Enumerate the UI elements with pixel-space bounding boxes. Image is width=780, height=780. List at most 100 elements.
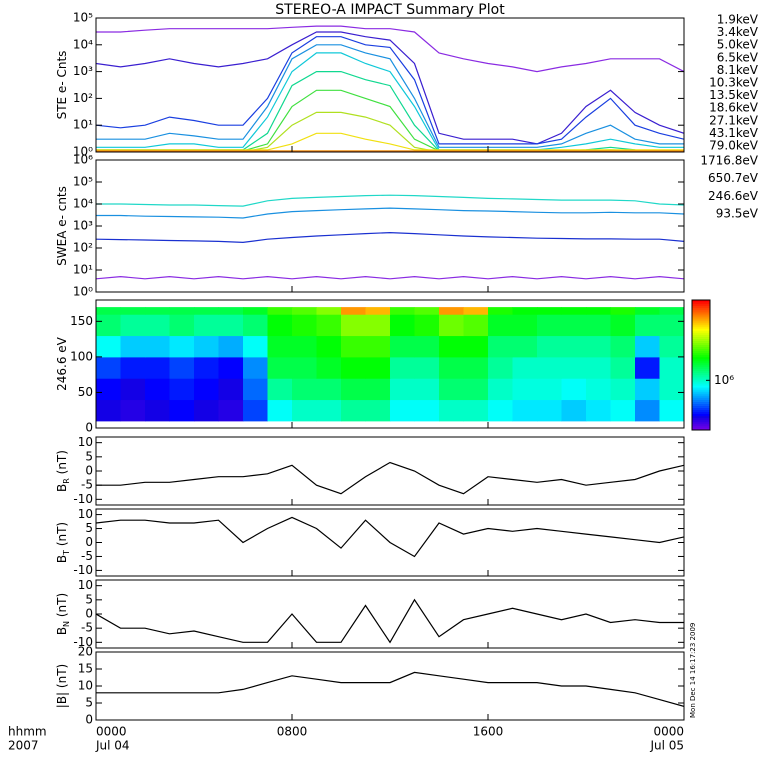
heat-cell [194,314,219,337]
heat-cell [365,314,391,337]
colorbar-step [692,399,710,402]
y-tick-label: 5 [85,449,93,463]
colorbar-step [692,320,710,323]
heat-cell [463,307,489,315]
heat-cell [169,314,195,337]
heat-cell [561,399,587,422]
y-tick-label: 0 [85,421,93,435]
heat-cell [537,356,562,379]
x-tick-label: 1600 [473,725,504,739]
colorbar-step [692,379,710,382]
plot-area [96,516,684,558]
colorbar-step [692,348,710,352]
y-tick-label: 10¹ [73,263,93,277]
colorbar-step [692,310,710,313]
heat-cell [145,314,170,337]
colorbar-step [692,377,710,380]
legend-entry: 8.1keV [717,63,759,77]
y-tick-label: 10 [78,679,93,693]
heat-cell [610,378,636,401]
heat-cell [218,378,244,401]
heat-cell [488,356,513,379]
series-line [96,132,684,151]
heat-cell [169,356,195,379]
heat-cell [169,307,195,315]
legend-entry: 93.5eV [716,207,759,221]
colorbar-step [692,395,710,398]
legend-entry: 18.6keV [709,101,759,115]
heat-cell [341,356,366,379]
heat-cell [120,314,146,337]
heat-cell [365,356,391,379]
y-tick-label: -5 [81,478,93,492]
heat-cell [635,356,660,379]
heat-cell [96,378,121,401]
y-tick-label: 10¹ [73,118,93,132]
heat-cell [635,378,660,401]
heat-cell [292,378,317,401]
heat-cell [561,378,587,401]
heat-cell [586,307,611,315]
x-axis-label: hhmm [8,725,47,739]
y-axis-label: BN (nT) [55,593,71,635]
colorbar-step [692,332,710,335]
year-label: 2007 [8,739,39,753]
date-label: Jul 05 [649,739,684,753]
y-tick-label: 10 [78,507,93,521]
series-line [96,207,684,219]
label-main: STE e- Cnts [55,51,69,120]
heat-cell [439,335,464,358]
y-axis-label: |B| (nT) [55,664,69,708]
series-line [96,598,684,644]
label-unit: (nT) [55,593,69,621]
colorbar-step [692,304,710,307]
heat-cell [488,307,513,315]
heat-cell [341,378,366,401]
heat-cell [218,335,244,358]
colorbar-step [692,409,710,413]
y-tick-label: 10³ [73,219,93,233]
x-tick-label: 0000 [653,725,684,739]
heat-cell [488,378,513,401]
heat-cell [635,399,660,422]
heat-cell [512,356,538,379]
heat-cell [316,356,342,379]
y-tick-label: 10⁵ [73,175,93,189]
y-tick-label: 5 [85,696,93,710]
legend-entry: 5.0keV [717,38,759,52]
colorbar-step [692,401,710,404]
colorbar-step [692,306,710,309]
label-unit: (nT) [55,450,69,478]
axes-frame [95,651,685,721]
heat-cell [169,399,195,422]
colorbar-step [692,330,710,333]
heat-cell [635,335,660,358]
y-tick-label: 10² [73,91,93,105]
y-tick-label: 10⁶ [73,153,93,167]
heat-cell [292,307,317,315]
y-tick-label: 0 [85,607,93,621]
heat-cell [390,307,415,315]
y-tick-label: 10⁵ [73,11,93,25]
heat-cell [488,399,513,422]
y-tick-label: 150 [70,314,93,328]
heat-cell [120,378,146,401]
y-tick-label: 10⁴ [73,197,93,211]
colorbar-step [692,362,710,366]
y-tick-label: -10 [73,492,93,506]
heat-cell [218,356,244,379]
y-tick-label: 15 [78,662,93,676]
heat-cell [267,399,293,422]
axes-frame [95,579,685,649]
heat-cell [561,356,587,379]
heat-cell [194,399,219,422]
y-tick-label: 10⁴ [73,37,93,51]
y-tick-label: -5 [81,621,93,635]
legend-entry: 27.1keV [709,113,759,127]
colorbar-step [692,405,710,408]
colorbar-step [692,371,710,374]
heat-cell [635,314,660,337]
heat-cell [218,307,244,315]
label-sub: T [62,550,71,556]
heat-cell [267,307,293,315]
